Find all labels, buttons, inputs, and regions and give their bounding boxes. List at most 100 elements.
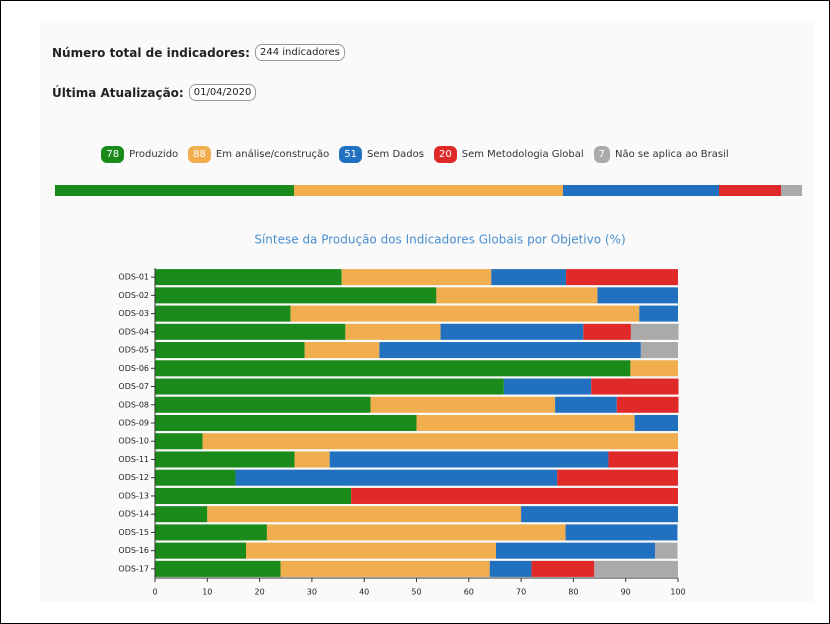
bar-segment	[155, 433, 203, 450]
legend-label: Sem Metodologia Global	[461, 149, 584, 160]
bar-segment	[608, 451, 678, 468]
bar-segment	[640, 342, 678, 359]
x-tick-label: 10	[202, 588, 212, 597]
x-tick-label: 50	[411, 588, 421, 597]
bar-segment	[207, 506, 522, 523]
bar-segment	[235, 469, 558, 486]
bar-segment	[630, 360, 678, 377]
bar-segment	[557, 469, 678, 486]
bar-segment	[379, 342, 641, 359]
legend-item: 88 Em análise/construção	[188, 146, 329, 163]
bar-segment	[503, 378, 592, 395]
y-tick-label: ODS-09	[118, 419, 149, 428]
y-tick-label: ODS-14	[118, 510, 149, 519]
total-row: Número total de indicadores: 244 indicad…	[52, 44, 345, 61]
summary-segment	[293, 185, 564, 196]
summary-bar	[55, 185, 802, 196]
bar-segment	[440, 323, 584, 340]
bar-segment	[597, 287, 678, 304]
chart-title: Síntese da Produção dos Indicadores Glob…	[254, 233, 625, 247]
bar-segment	[491, 269, 567, 286]
summary-segment	[563, 185, 720, 196]
bar-segment	[521, 506, 678, 523]
y-tick-label: ODS-17	[118, 564, 149, 573]
bar-segment	[630, 323, 679, 340]
x-tick-label: 30	[307, 588, 317, 597]
bar-segment	[616, 396, 679, 413]
bar-segment	[495, 542, 655, 559]
bar-segment	[583, 323, 631, 340]
bar-segment	[155, 305, 291, 322]
x-tick-label: 20	[255, 588, 265, 597]
update-label: Última Atualização:	[52, 85, 184, 100]
bar-segment	[155, 524, 267, 541]
y-tick-label: ODS-02	[118, 291, 149, 300]
legend-item: 7 Não se aplica ao Brasil	[593, 146, 729, 163]
y-tick-label: ODS-04	[118, 327, 149, 336]
bar-segment	[246, 542, 496, 559]
update-row: Última Atualização: 01/04/2020	[52, 84, 257, 101]
bar-segment	[489, 560, 532, 577]
x-tick-label: 90	[621, 588, 631, 597]
y-tick-label: ODS-16	[118, 546, 149, 555]
bar-segment	[294, 451, 330, 468]
bar-segment	[155, 342, 305, 359]
bar-segment	[555, 396, 617, 413]
total-value: 244 indicadores	[254, 44, 345, 61]
bar-segment	[566, 269, 678, 286]
bar-segment	[290, 305, 640, 322]
legend-item: 51 Sem Dados	[339, 146, 424, 163]
legend-count: 88	[188, 146, 211, 163]
y-tick-label: ODS-10	[118, 437, 149, 446]
y-tick-label: ODS-07	[118, 382, 149, 391]
x-tick-label: 70	[516, 588, 526, 597]
y-tick-label: ODS-03	[118, 309, 149, 318]
x-tick-label: 80	[568, 588, 578, 597]
bar-segment	[416, 414, 635, 432]
legend-label: Produzido	[129, 149, 179, 160]
summary-segment	[780, 185, 802, 196]
legend-label: Não se aplica ao Brasil	[615, 149, 729, 160]
bar-segment	[370, 396, 556, 413]
bar-segment	[155, 487, 352, 504]
bar-segment	[565, 524, 678, 541]
bar-segment	[155, 506, 208, 523]
y-tick-label: ODS-05	[118, 346, 149, 355]
bar-segment	[155, 542, 247, 559]
y-tick-label: ODS-12	[118, 473, 149, 482]
y-tick-label: ODS-11	[118, 455, 149, 464]
bar-segment	[594, 560, 678, 577]
bar-segment	[341, 269, 492, 286]
bar-segment	[155, 451, 295, 468]
total-label: Número total de indicadores:	[52, 45, 250, 60]
summary-segment	[719, 185, 781, 196]
bar-segment	[351, 487, 678, 504]
x-tick-label: 60	[464, 588, 474, 597]
bar-segment	[436, 287, 598, 304]
legend-label: Sem Dados	[367, 149, 424, 160]
bar-segment	[155, 469, 236, 486]
y-tick-label: ODS-13	[118, 491, 149, 500]
bar-segment	[155, 560, 281, 577]
summary-segment	[55, 185, 294, 196]
y-tick-label: ODS-15	[118, 528, 149, 537]
x-tick-label: 40	[359, 588, 369, 597]
bar-segment	[634, 414, 678, 432]
bar-segment	[304, 342, 380, 359]
x-tick-label: 0	[152, 588, 157, 597]
bar-segment	[202, 433, 678, 450]
bar-segment	[654, 542, 678, 559]
legend-item: 78 Produzido	[101, 146, 178, 163]
legend-item: 20 Sem Metodologia Global	[433, 146, 584, 163]
bar-segment	[531, 560, 595, 577]
bar-segment	[155, 269, 342, 286]
legend-count: 78	[101, 146, 125, 163]
bar-segment	[155, 396, 371, 413]
bar-segment	[155, 414, 417, 432]
update-value: 01/04/2020	[188, 84, 257, 101]
bar-segment	[155, 378, 504, 395]
bar-segment	[639, 305, 678, 322]
legend: 78 Produzido 88 Em análise/construção 51 Sem …	[0, 146, 830, 163]
